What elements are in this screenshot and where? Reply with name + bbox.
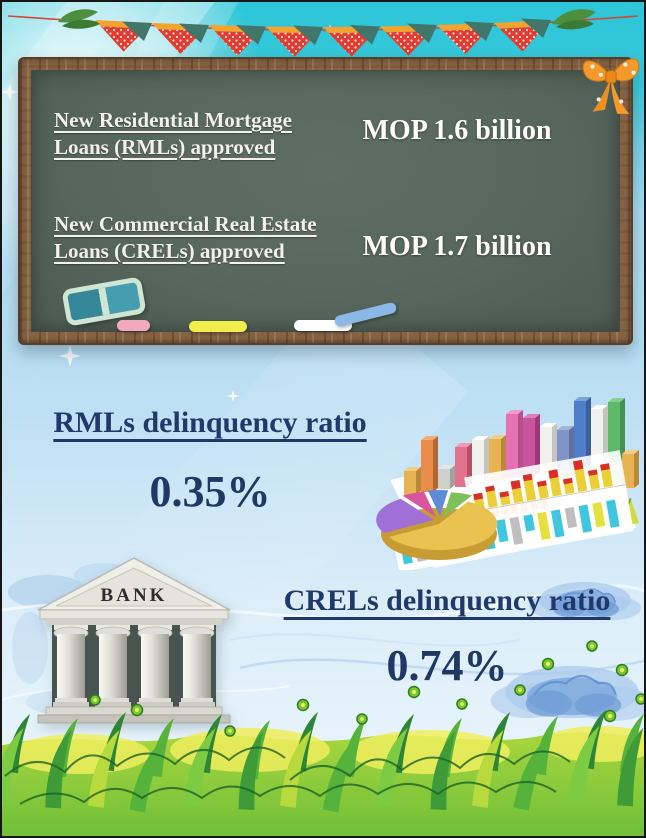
crel-ratio-value: 0.74% (386, 641, 508, 690)
chalk-stick-icon (117, 320, 150, 331)
board-row-value: MOP 1.7 billion (362, 231, 552, 262)
bank-label: BANK (101, 585, 168, 606)
cloud-icon (490, 665, 646, 721)
leaf-icon (58, 9, 596, 30)
grass-field-icon (0, 684, 646, 838)
board-row-label: New Commercial Real Estate Loans (CRELs)… (54, 212, 317, 263)
board-row-value: MOP 1.6 billion (362, 115, 552, 146)
bank-building-icon: BANK (37, 557, 231, 724)
cloud-icon (529, 582, 641, 620)
chalk-stick-icon (189, 321, 247, 332)
bunting-garland-icon (7, 9, 639, 57)
board-row-label: New Residential Mortgage Loans (RMLs) ap… (54, 108, 292, 159)
seed-dot-icon (89, 684, 646, 737)
ribbon-bow-icon (582, 58, 640, 114)
seed-dot-icon (541, 640, 629, 677)
pie-chart-icon (376, 490, 498, 560)
rml-ratio-value: 0.35% (149, 467, 271, 516)
chalkboard: New Residential Mortgage Loans (RMLs) ap… (18, 57, 633, 345)
crel-ratio-title: CRELs delinquency ratio (283, 584, 611, 617)
3d-chart-icon (376, 397, 639, 570)
rml-ratio-title: RMLs delinquency ratio (53, 406, 367, 439)
chalk-stick-icon (294, 320, 352, 331)
